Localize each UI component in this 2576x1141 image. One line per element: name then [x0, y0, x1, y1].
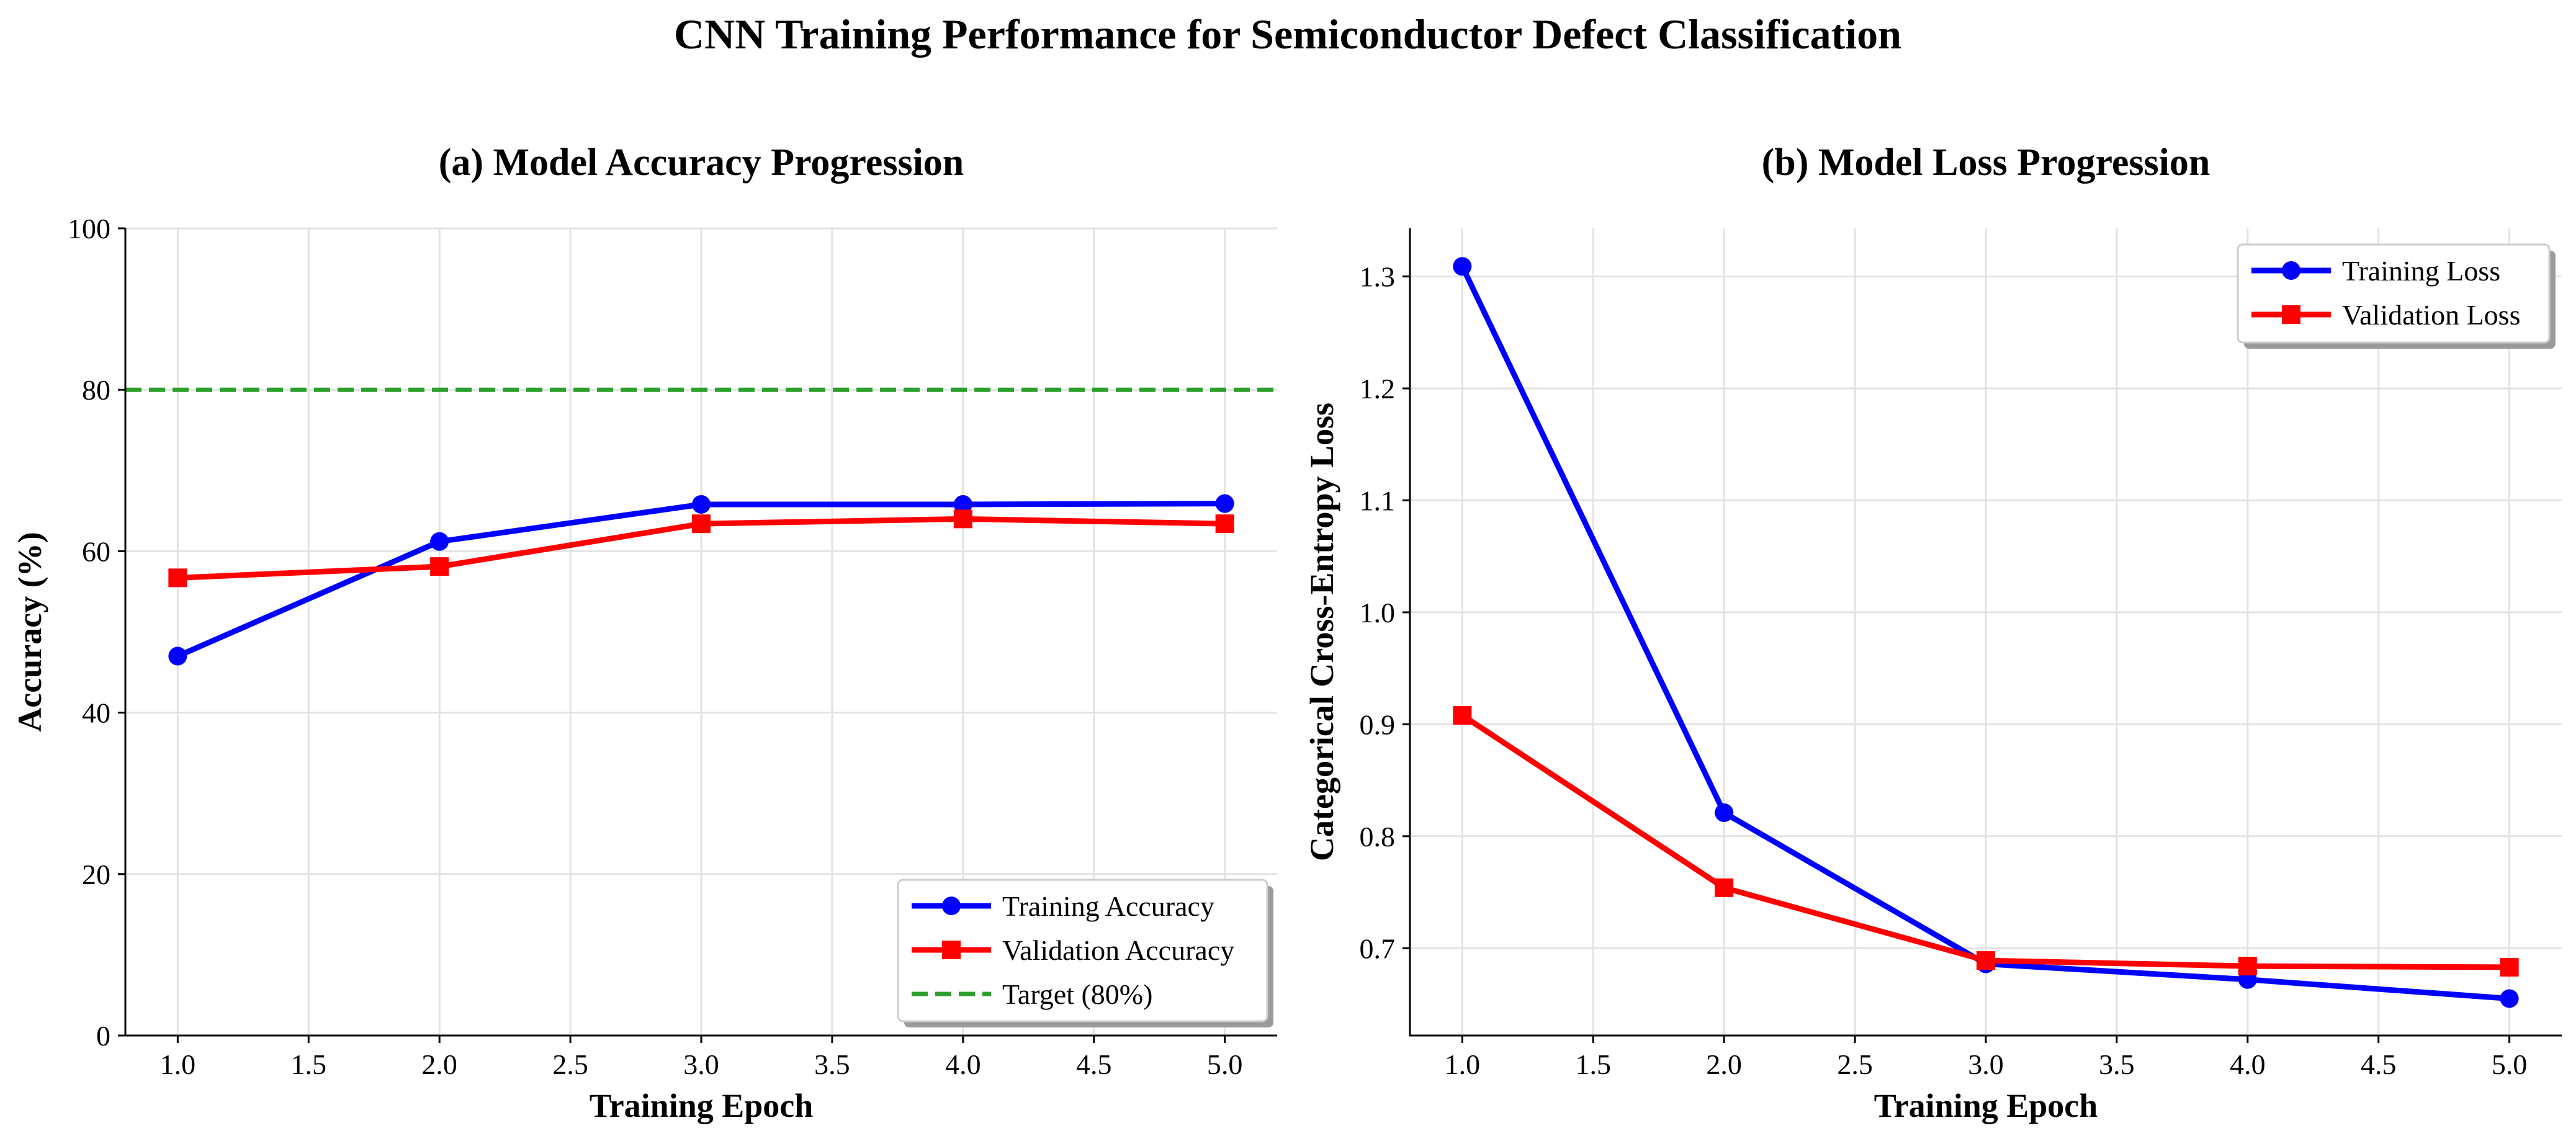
y-tick-label: 20 [82, 859, 110, 890]
x-tick-label: 1.5 [291, 1049, 327, 1080]
y-axis-label: Categorical Cross-Entropy Loss [1303, 403, 1340, 861]
validation-accuracy-point [953, 509, 972, 529]
y-tick-label: 0.8 [1360, 821, 1396, 852]
x-tick-label: 2.0 [421, 1049, 457, 1080]
x-tick-label: 3.0 [1968, 1049, 2004, 1080]
y-tick-label: 1.1 [1360, 485, 1396, 516]
y-tick-label: 40 [82, 697, 110, 729]
y-tick-label: 60 [82, 535, 110, 567]
y-tick-label: 1.0 [1360, 597, 1396, 629]
legend-validation-accuracy-marker [942, 941, 961, 959]
validation-accuracy-point [692, 514, 711, 534]
legend-label: Validation Accuracy [1002, 934, 1234, 966]
legend-label: Validation Loss [2342, 299, 2520, 331]
x-tick-label: 5.0 [1207, 1049, 1243, 1080]
training-accuracy-point [692, 494, 711, 514]
x-tick-label: 3.5 [2099, 1049, 2135, 1080]
x-tick-label: 4.5 [1076, 1049, 1112, 1080]
validation-accuracy-point [430, 557, 449, 576]
y-tick-label: 100 [68, 213, 110, 244]
x-axis-label: Training Epoch [1874, 1087, 2098, 1124]
validation-loss-point [1715, 878, 1734, 897]
y-tick-label: 0.9 [1360, 709, 1396, 740]
validation-loss-point [2238, 957, 2257, 976]
training-accuracy-point [430, 532, 449, 551]
figure-title: CNN Training Performance for Semiconduct… [674, 11, 1901, 58]
legend-training-accuracy-marker [942, 897, 961, 915]
x-tick-label: 2.0 [1706, 1049, 1742, 1080]
y-tick-label: 80 [82, 374, 110, 406]
legend: Training Loss Validation Loss [2237, 243, 2556, 349]
x-tick-label: 4.5 [2361, 1049, 2397, 1080]
panel-title: (a) Model Accuracy Progression [439, 141, 964, 184]
training-accuracy-point [953, 494, 972, 514]
y-axis-label: Accuracy (%) [11, 532, 48, 732]
x-tick-label: 2.5 [552, 1049, 588, 1080]
x-tick-label: 1.0 [1445, 1049, 1481, 1080]
x-tick-label: 3.0 [683, 1049, 719, 1080]
panel-loss: 1.0 1.5 2.0 2.5 3.0 3.5 4.0 4.5 5.0 0.7 0.8 0.9 1.0 1… [1303, 141, 2562, 1124]
y-tick-label: 1.2 [1360, 373, 1396, 405]
x-tick-label: 1.5 [1576, 1049, 1612, 1080]
x-tick-label: 3.5 [814, 1049, 850, 1080]
validation-accuracy-point [168, 568, 187, 588]
y-tick-label: 0.7 [1360, 933, 1396, 964]
x-tick-label: 4.0 [945, 1049, 981, 1080]
x-tick-label: 5.0 [2492, 1049, 2528, 1080]
y-tick-label: 0 [96, 1020, 110, 1052]
legend: Training Accuracy Validation Accuracy Targ… [897, 879, 1273, 1027]
training-loss-point [1715, 803, 1734, 822]
validation-loss-point [1453, 705, 1472, 725]
x-tick-label: 4.0 [2230, 1049, 2266, 1080]
training-loss-point [2500, 989, 2519, 1008]
validation-loss-point [2500, 957, 2519, 977]
x-tick-label: 1.0 [160, 1049, 196, 1080]
x-tick-label: 2.5 [1837, 1049, 1873, 1080]
validation-accuracy-point [1215, 514, 1234, 534]
x-axis-label: Training Epoch [590, 1087, 814, 1124]
legend-label: Training Accuracy [1002, 890, 1214, 922]
panel-title: (b) Model Loss Progression [1762, 141, 2210, 184]
validation-loss-point [1977, 951, 1995, 970]
training-accuracy-point [168, 647, 187, 666]
legend-validation-loss-marker [2282, 305, 2300, 324]
legend-label: Training Loss [2342, 255, 2500, 287]
training-loss-point [1453, 257, 1472, 276]
training-accuracy-point [1215, 494, 1234, 513]
legend-training-loss-marker [2282, 261, 2300, 280]
legend-box [897, 879, 1268, 1022]
panel-accuracy: 1.0 1.5 2.0 2.5 3.0 3.5 4.0 4.5 5.0 0 20 40 60 80 100 (… [11, 141, 1277, 1124]
legend-label: Target (80%) [1002, 978, 1152, 1010]
y-tick-label: 1.3 [1360, 261, 1396, 293]
